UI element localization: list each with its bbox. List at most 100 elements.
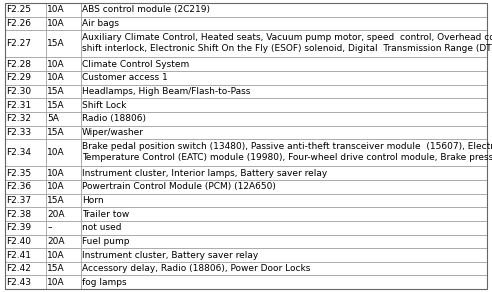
Text: F2.36: F2.36 bbox=[6, 182, 31, 191]
Bar bbox=[5, 248, 46, 262]
Text: Fuel pump: Fuel pump bbox=[82, 237, 129, 246]
Bar bbox=[46, 262, 81, 275]
Bar bbox=[46, 98, 81, 112]
Bar bbox=[5, 275, 46, 289]
Text: Shift Lock: Shift Lock bbox=[82, 101, 126, 110]
Text: 15A: 15A bbox=[47, 264, 65, 273]
Text: not used: not used bbox=[82, 223, 122, 232]
Text: F2.39: F2.39 bbox=[6, 223, 31, 232]
Text: Auxiliary Climate Control, Heated seats, Vacuum pump motor, speed  control, Over: Auxiliary Climate Control, Heated seats,… bbox=[82, 32, 492, 53]
Text: 10A: 10A bbox=[47, 60, 65, 69]
Text: 5A: 5A bbox=[47, 114, 59, 123]
Bar bbox=[81, 71, 487, 85]
Text: F2.33: F2.33 bbox=[6, 128, 31, 137]
Bar bbox=[81, 234, 487, 248]
Bar bbox=[5, 98, 46, 112]
Text: 15A: 15A bbox=[47, 39, 65, 48]
Bar bbox=[81, 139, 487, 166]
Bar bbox=[5, 3, 46, 17]
Text: Powertrain Control Module (PCM) (12A650): Powertrain Control Module (PCM) (12A650) bbox=[82, 182, 276, 191]
Bar bbox=[5, 262, 46, 275]
Bar bbox=[81, 166, 487, 180]
Text: 10A: 10A bbox=[47, 251, 65, 260]
Text: 20A: 20A bbox=[47, 210, 65, 219]
Text: Horn: Horn bbox=[82, 196, 104, 205]
Bar bbox=[46, 58, 81, 71]
Text: F2.26: F2.26 bbox=[6, 19, 31, 28]
Bar bbox=[5, 85, 46, 98]
Text: F2.25: F2.25 bbox=[6, 5, 31, 14]
Text: fog lamps: fog lamps bbox=[82, 278, 127, 287]
Bar bbox=[81, 221, 487, 234]
Text: F2.37: F2.37 bbox=[6, 196, 31, 205]
Bar bbox=[46, 234, 81, 248]
Text: F2.41: F2.41 bbox=[6, 251, 31, 260]
Bar bbox=[46, 166, 81, 180]
Bar bbox=[5, 194, 46, 207]
Text: –: – bbox=[47, 223, 52, 232]
Bar bbox=[46, 71, 81, 85]
Bar bbox=[46, 207, 81, 221]
Bar bbox=[5, 234, 46, 248]
Bar bbox=[81, 3, 487, 17]
Text: 15A: 15A bbox=[47, 101, 65, 110]
Text: Radio (18806): Radio (18806) bbox=[82, 114, 146, 123]
Text: F2.34: F2.34 bbox=[6, 148, 31, 157]
Bar bbox=[5, 126, 46, 139]
Text: Instrument cluster, Battery saver relay: Instrument cluster, Battery saver relay bbox=[82, 251, 258, 260]
Text: F2.27: F2.27 bbox=[6, 39, 31, 48]
Text: 10A: 10A bbox=[47, 278, 65, 287]
Bar bbox=[46, 248, 81, 262]
Text: ABS control module (2C219): ABS control module (2C219) bbox=[82, 5, 210, 14]
Text: F2.29: F2.29 bbox=[6, 73, 31, 82]
Bar bbox=[46, 194, 81, 207]
Text: 15A: 15A bbox=[47, 87, 65, 96]
Text: F2.35: F2.35 bbox=[6, 169, 31, 178]
Text: 15A: 15A bbox=[47, 128, 65, 137]
Text: 10A: 10A bbox=[47, 182, 65, 191]
Bar bbox=[81, 112, 487, 126]
Bar bbox=[46, 126, 81, 139]
Bar bbox=[5, 17, 46, 30]
Text: F2.31: F2.31 bbox=[6, 101, 31, 110]
Text: F2.40: F2.40 bbox=[6, 237, 31, 246]
Text: Instrument cluster, Interior lamps, Battery saver relay: Instrument cluster, Interior lamps, Batt… bbox=[82, 169, 327, 178]
Text: 15A: 15A bbox=[47, 196, 65, 205]
Text: Headlamps, High Beam/Flash-to-Pass: Headlamps, High Beam/Flash-to-Pass bbox=[82, 87, 250, 96]
Bar bbox=[46, 17, 81, 30]
Text: 10A: 10A bbox=[47, 19, 65, 28]
Bar bbox=[46, 180, 81, 194]
Text: F2.43: F2.43 bbox=[6, 278, 31, 287]
Bar bbox=[81, 85, 487, 98]
Bar bbox=[5, 112, 46, 126]
Bar bbox=[81, 194, 487, 207]
Bar bbox=[46, 3, 81, 17]
Bar bbox=[81, 262, 487, 275]
Text: Customer access 1: Customer access 1 bbox=[82, 73, 168, 82]
Bar bbox=[81, 207, 487, 221]
Text: 20A: 20A bbox=[47, 237, 65, 246]
Text: F2.38: F2.38 bbox=[6, 210, 31, 219]
Bar bbox=[5, 166, 46, 180]
Text: F2.28: F2.28 bbox=[6, 60, 31, 69]
Text: Air bags: Air bags bbox=[82, 19, 119, 28]
Bar bbox=[81, 180, 487, 194]
Text: 10A: 10A bbox=[47, 5, 65, 14]
Bar bbox=[81, 58, 487, 71]
Bar bbox=[46, 30, 81, 58]
Bar bbox=[81, 126, 487, 139]
Bar bbox=[81, 17, 487, 30]
Bar bbox=[46, 275, 81, 289]
Text: Accessory delay, Radio (18806), Power Door Locks: Accessory delay, Radio (18806), Power Do… bbox=[82, 264, 310, 273]
Bar bbox=[5, 30, 46, 58]
Bar bbox=[46, 112, 81, 126]
Bar bbox=[81, 98, 487, 112]
Bar bbox=[46, 139, 81, 166]
Text: Wiper/washer: Wiper/washer bbox=[82, 128, 144, 137]
Text: 10A: 10A bbox=[47, 169, 65, 178]
Bar bbox=[81, 248, 487, 262]
Text: F2.32: F2.32 bbox=[6, 114, 31, 123]
Bar bbox=[5, 139, 46, 166]
Bar bbox=[5, 207, 46, 221]
Bar bbox=[5, 180, 46, 194]
